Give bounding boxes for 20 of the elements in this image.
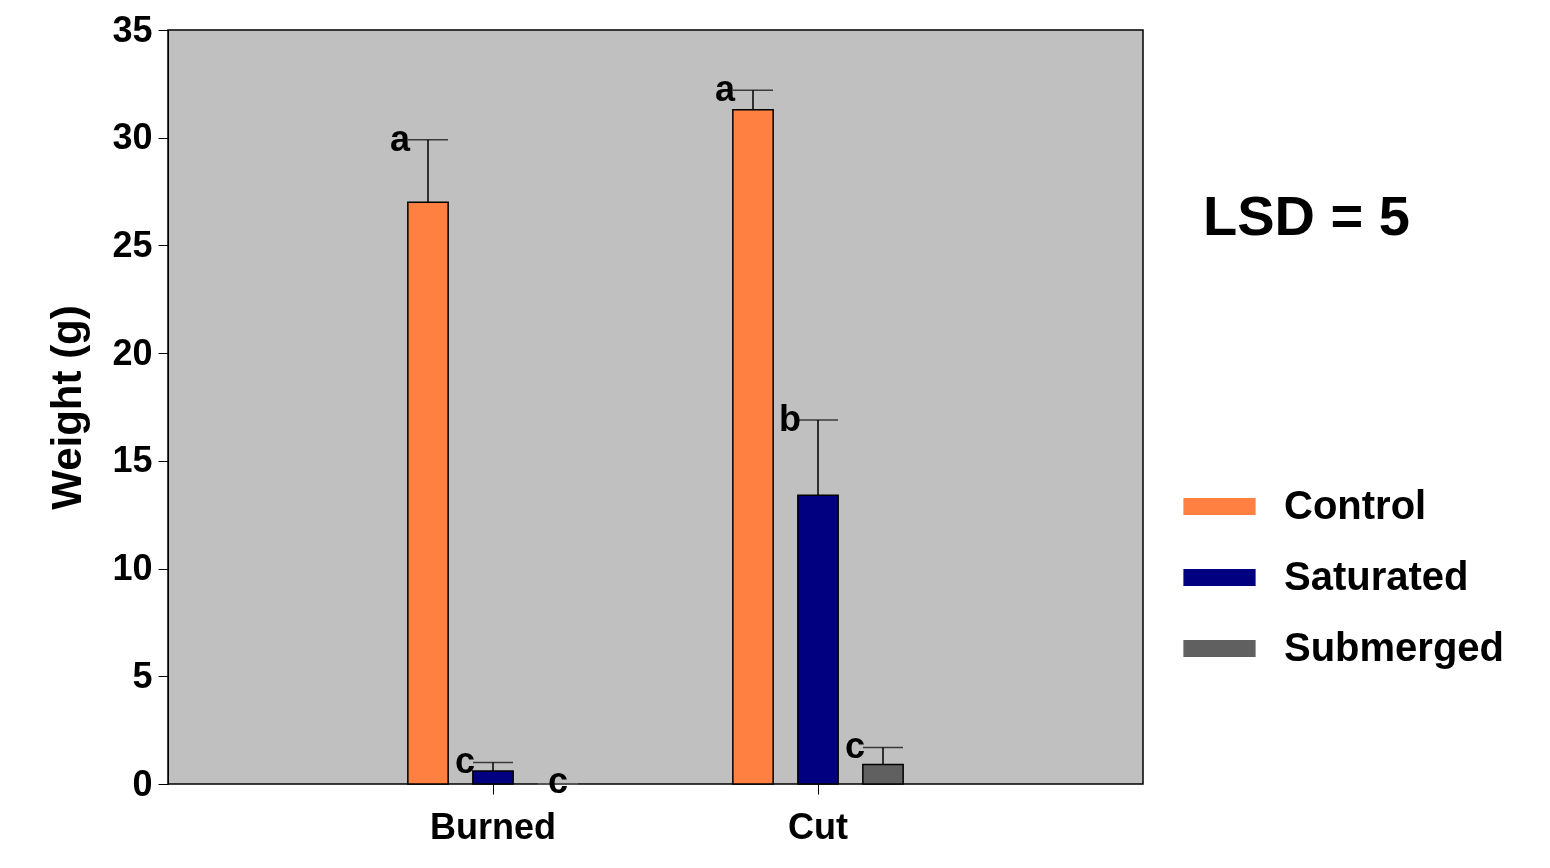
legend-label: Control bbox=[1284, 482, 1427, 527]
y-tick-label: 35 bbox=[112, 8, 153, 50]
y-tick-label: 30 bbox=[112, 116, 153, 158]
y-axis-title: Weight (g) bbox=[43, 305, 91, 510]
data-label: a bbox=[714, 68, 736, 110]
x-tick-label: Cut bbox=[788, 805, 848, 847]
data-label: c bbox=[844, 725, 866, 767]
y-tick-label: 25 bbox=[112, 223, 153, 265]
x-tick-label: Burned bbox=[430, 805, 556, 847]
data-label: c bbox=[454, 740, 476, 782]
data-label: b bbox=[779, 397, 801, 439]
text: LSD = 5 bbox=[1203, 184, 1410, 247]
y-tick-label: 10 bbox=[112, 547, 153, 589]
y-tick-label: 15 bbox=[112, 439, 153, 481]
legend-label: Submerged bbox=[1284, 624, 1505, 669]
y-tick-label: 20 bbox=[112, 331, 153, 373]
legend-label: Saturated bbox=[1284, 553, 1469, 598]
y-tick-label: 0 bbox=[132, 762, 153, 804]
data-label: a bbox=[389, 117, 411, 159]
y-tick-label: 5 bbox=[132, 654, 153, 696]
